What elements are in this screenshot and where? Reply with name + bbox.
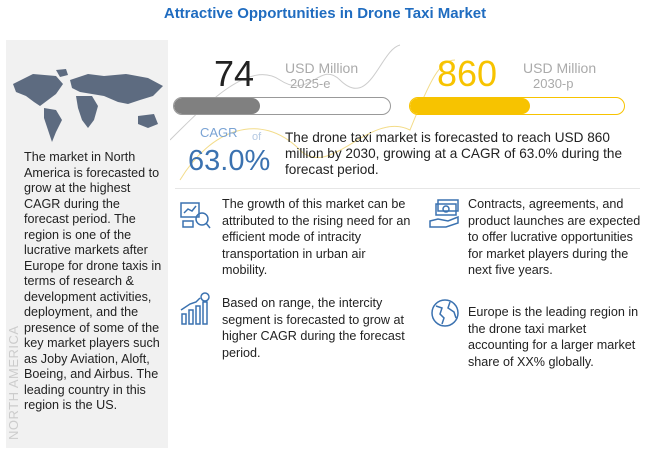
insight-text-4: Europe is the leading region in the dron… xyxy=(468,305,639,369)
page-title: Attractive Opportunities in Drone Taxi M… xyxy=(163,5,487,22)
end-bar-fill xyxy=(410,98,530,114)
market-summary: The drone taxi market is forecasted to r… xyxy=(285,130,623,177)
cagr-label: CAGR xyxy=(200,125,238,140)
start-unit: USD Million xyxy=(285,60,359,76)
cagr-of: of xyxy=(252,131,262,143)
insight-text-2: Based on range, the intercity segment is… xyxy=(222,296,405,360)
end-unit: USD Million xyxy=(523,60,597,76)
start-bar-fill xyxy=(174,98,261,114)
end-value: 860 xyxy=(437,53,498,94)
money-hand-icon xyxy=(429,199,459,228)
divider xyxy=(175,188,640,189)
north-america-text: The market in North America is forecaste… xyxy=(24,150,162,412)
end-year: 2030-p xyxy=(533,76,574,91)
end-progress-bar xyxy=(409,97,625,115)
bar-chart-dollar-icon xyxy=(180,292,210,325)
growth-analysis-icon xyxy=(180,202,211,229)
insight-text-1: The growth of this market can be attribu… xyxy=(222,197,411,277)
start-value: 74 xyxy=(214,53,255,94)
insight-text-3: Contracts, agreements, and product launc… xyxy=(468,197,641,277)
globe-icon xyxy=(431,299,459,327)
region-label: NORTH AMERICA xyxy=(6,325,21,440)
world-map-icon xyxy=(13,69,163,142)
start-progress-bar xyxy=(173,97,391,115)
start-year: 2025-e xyxy=(290,76,331,91)
decorative-curves xyxy=(170,44,456,181)
cagr-value: 63.0% xyxy=(188,145,271,177)
